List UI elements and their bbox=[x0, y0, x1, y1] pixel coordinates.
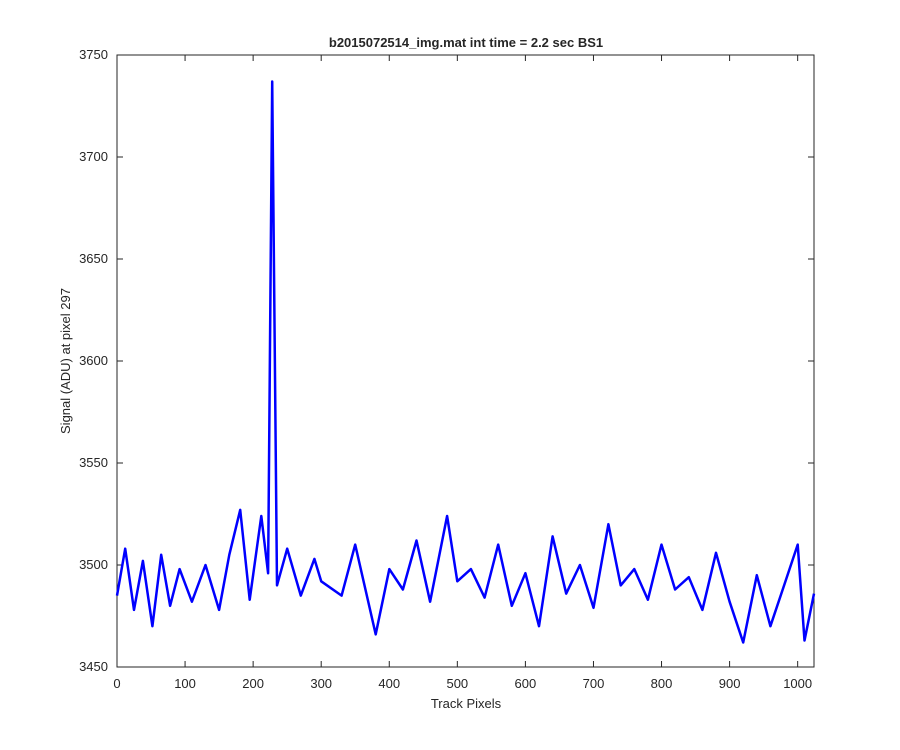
y-tick-label: 3650 bbox=[79, 251, 108, 266]
x-axis-label: Track Pixels bbox=[431, 696, 502, 711]
x-tick-label: 1000 bbox=[783, 676, 812, 691]
x-tick-label: 800 bbox=[651, 676, 673, 691]
x-tick-label: 400 bbox=[378, 676, 400, 691]
plot-frame bbox=[116, 54, 815, 668]
series-layer bbox=[115, 80, 816, 644]
y-tick-label: 3500 bbox=[79, 557, 108, 572]
x-tick-label: 600 bbox=[515, 676, 537, 691]
tick-layer: 0 100 200 300 400 500 600 700 800 900 1000 3450 3500… bbox=[79, 47, 814, 691]
x-tick-label: 500 bbox=[446, 676, 468, 691]
x-tick-label: 200 bbox=[242, 676, 264, 691]
chart-title: b2015072514_img.mat int time = 2.2 sec B… bbox=[329, 35, 603, 50]
y-tick-label: 3550 bbox=[79, 455, 108, 470]
y-tick-label: 3450 bbox=[79, 659, 108, 674]
x-tick-label: 100 bbox=[174, 676, 196, 691]
y-tick-label: 3600 bbox=[79, 353, 108, 368]
x-tick-label: 900 bbox=[719, 676, 741, 691]
y-tick-label: 3750 bbox=[79, 47, 108, 62]
x-tick-label: 300 bbox=[310, 676, 332, 691]
x-tick-label: 0 bbox=[113, 676, 120, 691]
y-axis-label: Signal (ADU) at pixel 297 bbox=[58, 288, 73, 434]
y-tick-label: 3700 bbox=[79, 149, 108, 164]
signal-line bbox=[115, 80, 816, 644]
x-tick-label: 700 bbox=[583, 676, 605, 691]
